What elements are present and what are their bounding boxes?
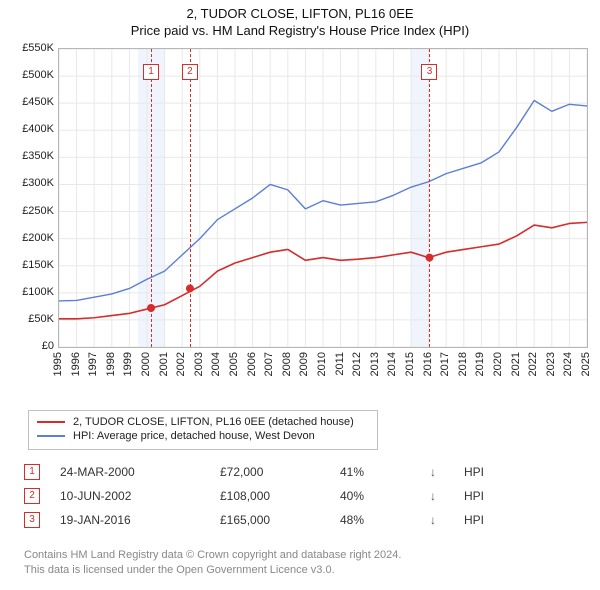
x-tick-label: 2004 (210, 352, 222, 376)
y-tick-label: £150K (8, 259, 54, 271)
x-tick-label: 2002 (175, 352, 187, 376)
title-block: 2, TUDOR CLOSE, LIFTON, PL16 0EE Price p… (0, 0, 600, 40)
x-tick-label: 2011 (334, 352, 346, 376)
event-pct: 48% (340, 513, 410, 527)
y-tick-label: £500K (8, 69, 54, 81)
y-axis: £0£50K£100K£150K£200K£250K£300K£350K£400… (8, 48, 58, 348)
x-tick-label: 2005 (228, 352, 240, 376)
event-pct: 41% (340, 465, 410, 479)
x-tick-label: 2017 (439, 352, 451, 376)
event-ref: HPI (464, 465, 504, 479)
x-tick-label: 2008 (281, 352, 293, 376)
event-price: £165,000 (220, 513, 320, 527)
y-tick-label: £100K (8, 286, 54, 298)
x-tick-label: 2020 (492, 352, 504, 376)
footer: Contains HM Land Registry data © Crown c… (24, 548, 576, 578)
event-date: 24-MAR-2000 (60, 465, 200, 479)
x-tick-label: 2007 (263, 352, 275, 376)
x-tick-label: 2010 (316, 352, 328, 376)
legend-swatch (37, 421, 65, 423)
y-tick-label: £300K (8, 177, 54, 189)
events-table: 1 24-MAR-2000 £72,000 41% ↓ HPI 2 10-JUN-2002 £1… (24, 460, 564, 532)
legend: 2, TUDOR CLOSE, LIFTON, PL16 0EE (detach… (28, 410, 378, 450)
y-tick-label: £200K (8, 232, 54, 244)
y-tick-label: £0 (8, 340, 54, 352)
event-flag: 3 (421, 64, 437, 80)
x-axis: 1995199619971998199920002001200220032004… (58, 348, 588, 398)
event-flag: 1 (143, 64, 159, 80)
x-tick-label: 2016 (422, 352, 434, 376)
chart-area: £0 £50K £100K £150K £200K £250K £300K £350K £400… (8, 48, 592, 398)
x-tick-label: 2024 (562, 352, 574, 376)
y-tick-label: £550K (8, 42, 54, 54)
x-tick-label: 2003 (193, 352, 205, 376)
event-date: 10-JUN-2002 (60, 489, 200, 503)
x-tick-label: 2019 (474, 352, 486, 376)
title-line-1: 2, TUDOR CLOSE, LIFTON, PL16 0EE (0, 6, 600, 23)
down-arrow-icon: ↓ (430, 489, 444, 503)
y-tick-label: £250K (8, 205, 54, 217)
x-tick-label: 2025 (580, 352, 592, 376)
event-line (429, 49, 430, 347)
chart-container: 2, TUDOR CLOSE, LIFTON, PL16 0EE Price p… (0, 0, 600, 590)
x-tick-label: 2015 (404, 352, 416, 376)
down-arrow-icon: ↓ (430, 465, 444, 479)
event-price: £72,000 (220, 465, 320, 479)
y-tick-label: £450K (8, 96, 54, 108)
legend-label: 2, TUDOR CLOSE, LIFTON, PL16 0EE (detach… (73, 416, 354, 428)
x-tick-label: 2001 (158, 352, 170, 376)
x-tick-label: 2018 (457, 352, 469, 376)
plot-area: 1 2 3 (58, 48, 588, 348)
x-tick-label: 2021 (510, 352, 522, 376)
footer-line-2: This data is licensed under the Open Gov… (24, 563, 576, 578)
x-tick-label: 2013 (369, 352, 381, 376)
x-tick-label: 2000 (140, 352, 152, 376)
x-tick-label: 1995 (52, 352, 64, 376)
title-line-2: Price paid vs. HM Land Registry's House … (0, 23, 600, 40)
x-tick-label: 1996 (70, 352, 82, 376)
y-tick-label: £400K (8, 123, 54, 135)
footer-line-1: Contains HM Land Registry data © Crown c… (24, 548, 576, 563)
event-price: £108,000 (220, 489, 320, 503)
x-tick-label: 2023 (545, 352, 557, 376)
event-table-row: 3 19-JAN-2016 £165,000 48% ↓ HPI (24, 508, 564, 532)
event-pct: 40% (340, 489, 410, 503)
event-line (190, 49, 191, 347)
x-tick-label: 2014 (386, 352, 398, 376)
event-table-row: 1 24-MAR-2000 £72,000 41% ↓ HPI (24, 460, 564, 484)
x-tick-label: 2012 (351, 352, 363, 376)
legend-item: 2, TUDOR CLOSE, LIFTON, PL16 0EE (detach… (37, 415, 369, 429)
x-tick-label: 1997 (87, 352, 99, 376)
event-table-row: 2 10-JUN-2002 £108,000 40% ↓ HPI (24, 484, 564, 508)
event-date: 19-JAN-2016 (60, 513, 200, 527)
event-flag: 2 (182, 64, 198, 80)
x-tick-label: 1999 (122, 352, 134, 376)
x-tick-label: 2009 (298, 352, 310, 376)
x-tick-label: 2022 (527, 352, 539, 376)
y-tick-label: £350K (8, 150, 54, 162)
y-tick-label: £50K (8, 313, 54, 325)
legend-swatch (37, 435, 65, 437)
event-flag-cell: 2 (24, 488, 40, 504)
x-tick-label: 1998 (105, 352, 117, 376)
legend-item: HPI: Average price, detached house, West… (37, 429, 369, 443)
legend-label: HPI: Average price, detached house, West… (73, 430, 315, 442)
event-flag-cell: 3 (24, 512, 40, 528)
chart-svg (59, 49, 587, 347)
event-ref: HPI (464, 489, 504, 503)
event-line (151, 49, 152, 347)
event-ref: HPI (464, 513, 504, 527)
down-arrow-icon: ↓ (430, 513, 444, 527)
event-flag-cell: 1 (24, 464, 40, 480)
x-tick-label: 2006 (246, 352, 258, 376)
